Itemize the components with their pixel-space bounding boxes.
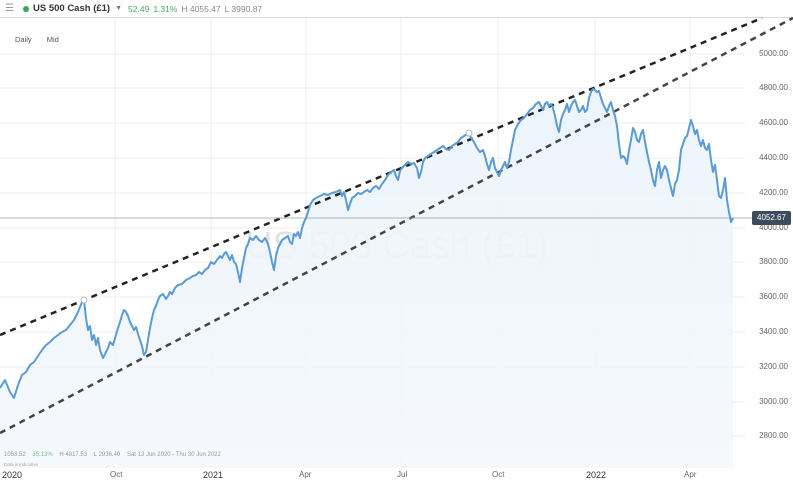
header-change: 52.49 bbox=[128, 3, 150, 14]
current-price-label: 4052.67 bbox=[752, 211, 791, 225]
x-tick: Apr bbox=[299, 470, 312, 479]
market-status-icon bbox=[23, 5, 29, 12]
period-summary: 1053.52 35.13% H 4817.53 L 2936.40 Sat 1… bbox=[4, 452, 226, 458]
x-tick: Oct bbox=[492, 470, 505, 479]
chart-settings: Daily Mid bbox=[15, 35, 72, 44]
header-change-pct: 1.31% bbox=[153, 3, 178, 14]
y-tick: 4200.00 bbox=[759, 188, 788, 197]
header-low: L 3990.87 bbox=[224, 3, 263, 14]
x-tick: 2021 bbox=[203, 470, 224, 480]
y-tick: 3400.00 bbox=[759, 327, 788, 336]
interval-selector[interactable]: Daily bbox=[15, 35, 32, 44]
y-tick: 3600.00 bbox=[759, 292, 788, 301]
y-tick: 5000.00 bbox=[759, 49, 788, 58]
price-type-selector[interactable]: Mid bbox=[46, 35, 59, 44]
x-tick: Oct bbox=[110, 470, 123, 479]
channel-touch-marker bbox=[465, 129, 473, 137]
channel-touch-marker bbox=[80, 296, 88, 304]
period-change: 1053.52 bbox=[4, 452, 26, 458]
instrument-header: ☰ US 500 Cash (£1) ▼ 52.49 1.31% H 4055.… bbox=[0, 0, 793, 18]
x-tick: 2022 bbox=[586, 470, 607, 480]
period-change-pct: 35.13% bbox=[32, 452, 53, 458]
y-tick: 3000.00 bbox=[759, 397, 788, 406]
instrument-name[interactable]: US 500 Cash (£1) bbox=[33, 3, 111, 14]
y-tick: 4800.00 bbox=[759, 83, 788, 92]
x-tick: 2020 bbox=[2, 470, 23, 480]
price-area bbox=[0, 89, 733, 468]
y-tick: 4600.00 bbox=[759, 118, 788, 127]
period-range: Sat 13 Jun 2020 - Thu 30 Jun 2022 bbox=[126, 452, 221, 458]
instrument-dropdown-icon[interactable]: ▼ bbox=[115, 5, 123, 12]
header-high: H 4055.47 bbox=[181, 3, 221, 14]
y-tick: 3800.00 bbox=[759, 257, 788, 266]
period-low: L 2936.40 bbox=[93, 452, 121, 458]
y-tick: 4400.00 bbox=[759, 153, 788, 162]
x-tick: Apr bbox=[684, 470, 697, 479]
y-tick: 4000.00 bbox=[759, 223, 788, 232]
x-tick: Jul bbox=[397, 470, 408, 479]
upper-channel-line bbox=[0, 16, 763, 337]
price-line bbox=[0, 88, 734, 399]
period-high: H 4817.53 bbox=[59, 452, 88, 458]
hamburger-menu-icon[interactable]: ☰ bbox=[5, 2, 14, 14]
y-tick: 3200.00 bbox=[759, 362, 788, 371]
indicative-note: Data is indicative bbox=[4, 462, 39, 467]
y-tick: 2800.00 bbox=[759, 431, 788, 440]
